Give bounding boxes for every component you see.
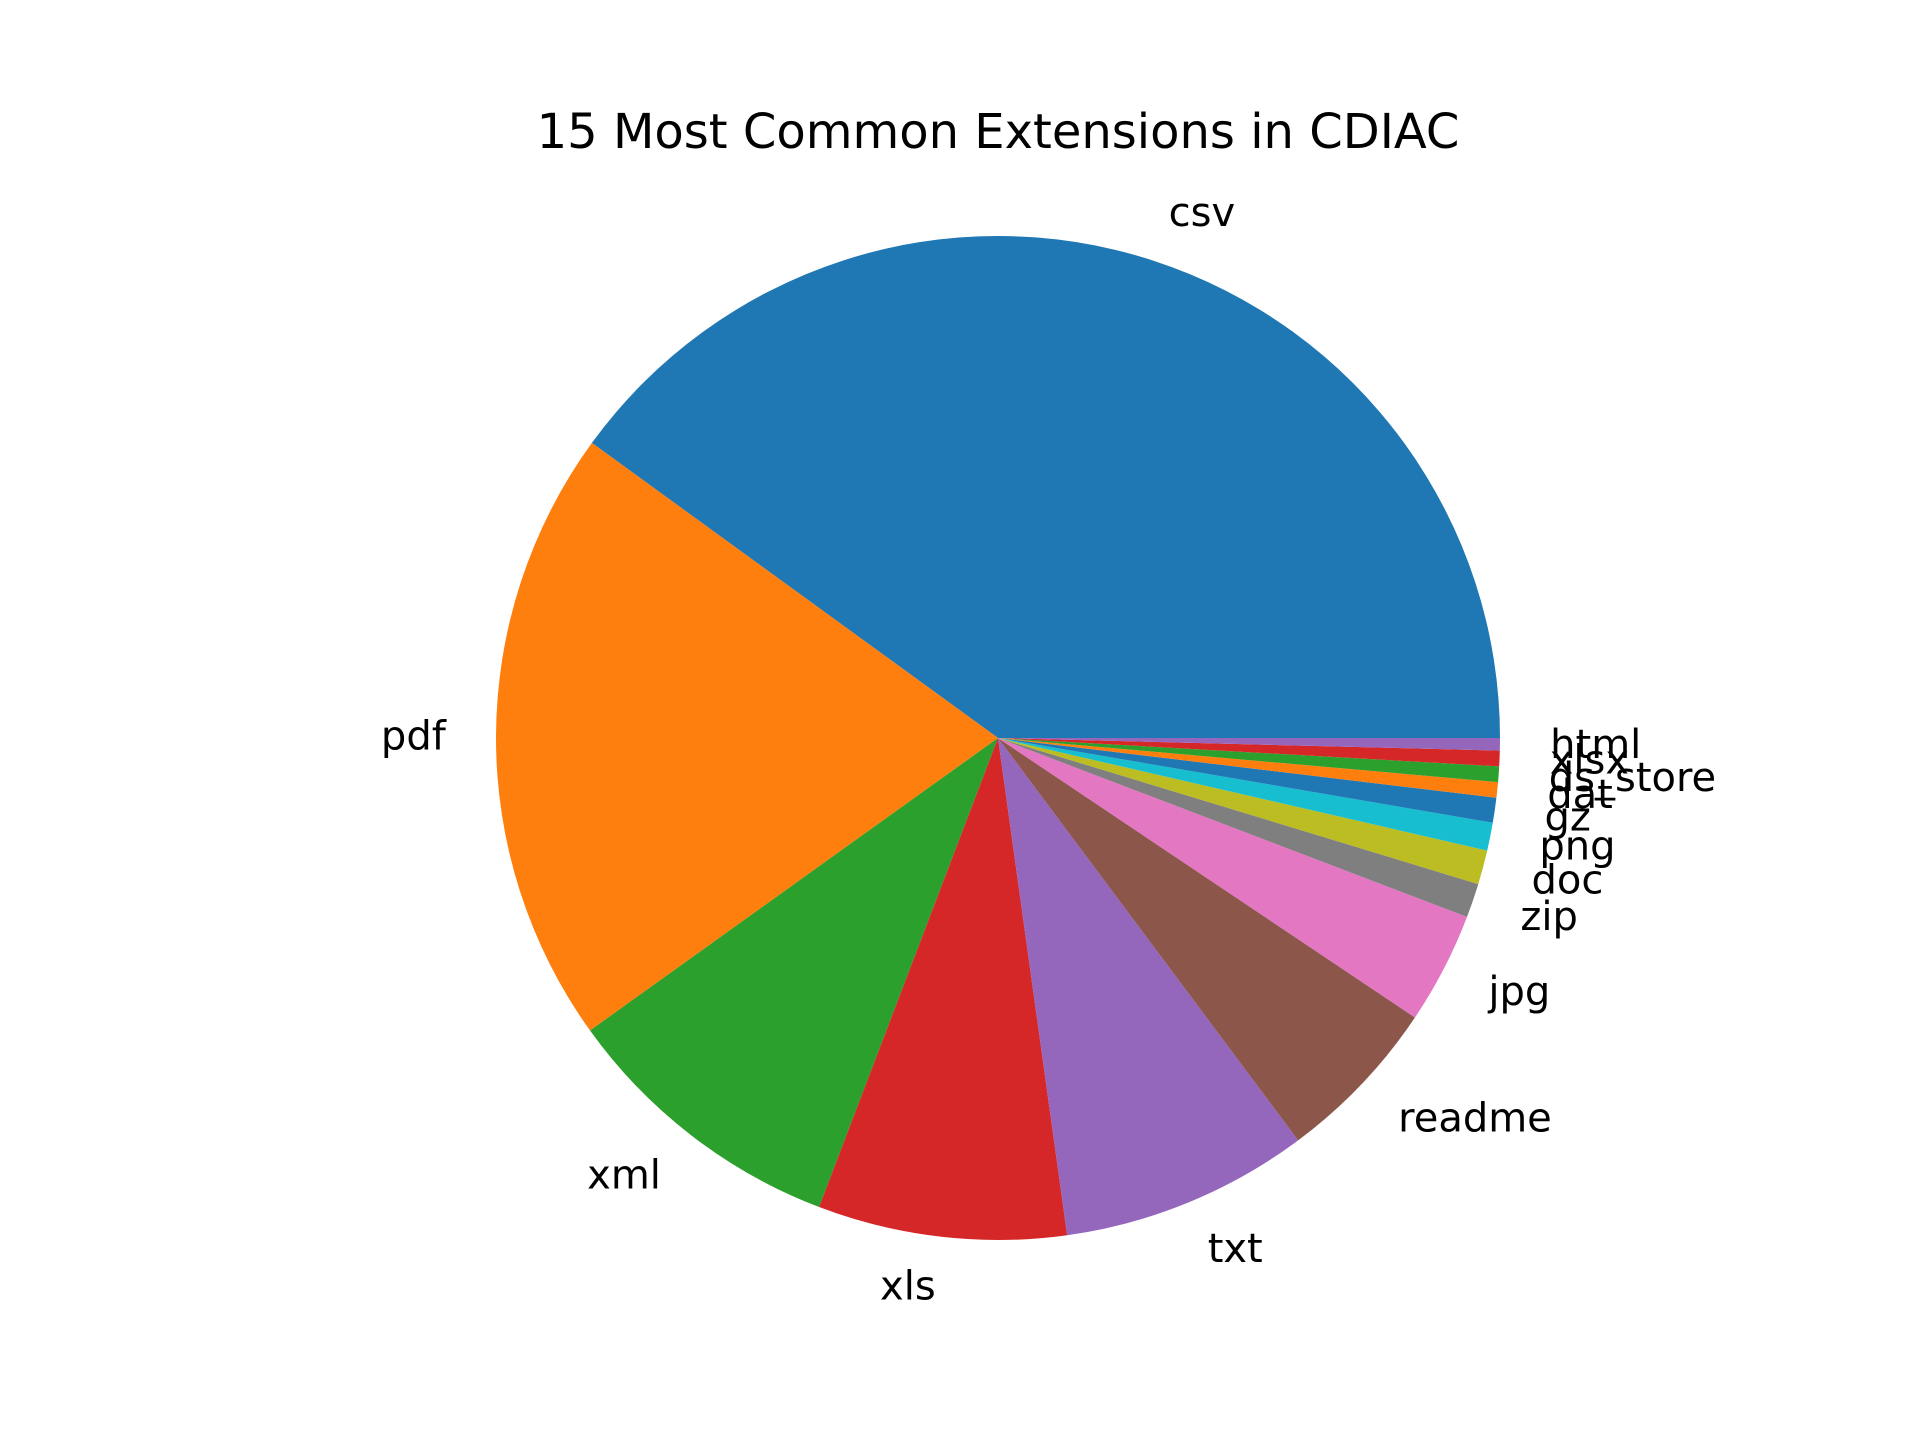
- pie-slice-pdf: [496, 442, 998, 1031]
- pie-slice-jpg: [998, 738, 1468, 1018]
- pie-slice-txt: [998, 738, 1299, 1236]
- pie-slice-readme: [998, 738, 1415, 1141]
- slice-label-zip: zip: [1520, 894, 1578, 940]
- slice-label-txt: txt: [1208, 1226, 1263, 1272]
- slice-label-doc: doc: [1532, 857, 1604, 903]
- slice-label-html: html: [1550, 722, 1641, 768]
- slice-label-dat: dat: [1547, 772, 1613, 818]
- slice-label-xls: xls: [880, 1264, 936, 1310]
- slice-label-csv: csv: [1169, 190, 1236, 236]
- pie-slices: [496, 236, 1500, 1240]
- slice-labels: csv pdf xml xls txt readme jpg zipdocpnggzdatds…: [381, 190, 1716, 1310]
- pie-slice-csv: [591, 236, 1500, 739]
- slice-label-png: png: [1539, 824, 1615, 870]
- slice-label-xml: xml: [587, 1152, 661, 1198]
- chart-title: 15 Most Common Extensions in CDIAC: [537, 104, 1460, 160]
- pie-slice-html: [998, 738, 1500, 751]
- pie-slice-zip: [998, 738, 1479, 917]
- pie-slice-xlsx: [998, 738, 1500, 767]
- slice-label-jpg: jpg: [1487, 969, 1550, 1015]
- slice-label-ds-store: ds_store: [1549, 755, 1716, 801]
- pie-slice-gz: [998, 738, 1497, 823]
- pie-slice-png: [998, 738, 1493, 851]
- pie-slice-xls: [819, 738, 1068, 1240]
- pie-slice-xml: [590, 738, 998, 1208]
- pie-slice-ds-store: [998, 738, 1500, 783]
- pie-slice-doc: [998, 738, 1488, 885]
- slice-label-xlsx: xlsx: [1550, 738, 1629, 784]
- slice-label-gz: gz: [1544, 795, 1590, 841]
- pie-slice-dat: [998, 738, 1499, 798]
- slice-label-readme: readme: [1398, 1096, 1552, 1142]
- slice-label-pdf: pdf: [381, 713, 447, 759]
